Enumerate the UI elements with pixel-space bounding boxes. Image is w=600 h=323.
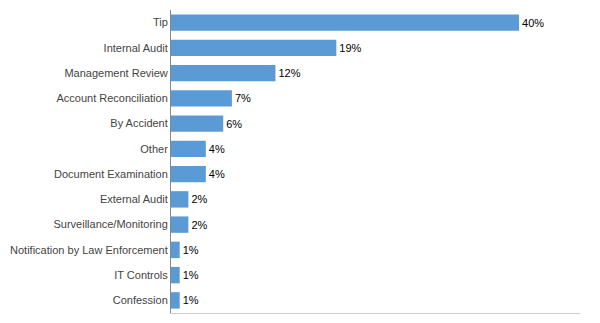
svg-text:19%: 19% bbox=[339, 42, 361, 54]
svg-text:IT Controls: IT Controls bbox=[114, 269, 168, 281]
svg-text:Account Reconciliation: Account Reconciliation bbox=[57, 92, 168, 104]
svg-text:1%: 1% bbox=[183, 294, 199, 306]
svg-text:Tip: Tip bbox=[153, 16, 168, 28]
svg-text:2%: 2% bbox=[191, 193, 207, 205]
svg-text:Management Review: Management Review bbox=[64, 67, 167, 79]
svg-text:40%: 40% bbox=[522, 17, 544, 29]
svg-text:1%: 1% bbox=[183, 269, 199, 281]
svg-text:Document Examination: Document Examination bbox=[54, 168, 168, 180]
svg-text:2%: 2% bbox=[191, 219, 207, 231]
svg-text:External Audit: External Audit bbox=[100, 193, 168, 205]
svg-text:Notification by Law Enforcemen: Notification by Law Enforcement bbox=[10, 244, 168, 256]
svg-text:Surveillance/Monitoring: Surveillance/Monitoring bbox=[53, 218, 167, 230]
svg-text:Confession: Confession bbox=[113, 294, 168, 306]
svg-text:6%: 6% bbox=[226, 118, 242, 130]
svg-text:4%: 4% bbox=[209, 168, 225, 180]
svg-text:Other: Other bbox=[140, 143, 168, 155]
svg-text:1%: 1% bbox=[183, 244, 199, 256]
svg-text:4%: 4% bbox=[209, 143, 225, 155]
svg-text:Internal Audit: Internal Audit bbox=[104, 42, 168, 54]
svg-text:7%: 7% bbox=[235, 92, 251, 104]
svg-text:12%: 12% bbox=[278, 67, 300, 79]
svg-text:By Accident: By Accident bbox=[110, 117, 167, 129]
